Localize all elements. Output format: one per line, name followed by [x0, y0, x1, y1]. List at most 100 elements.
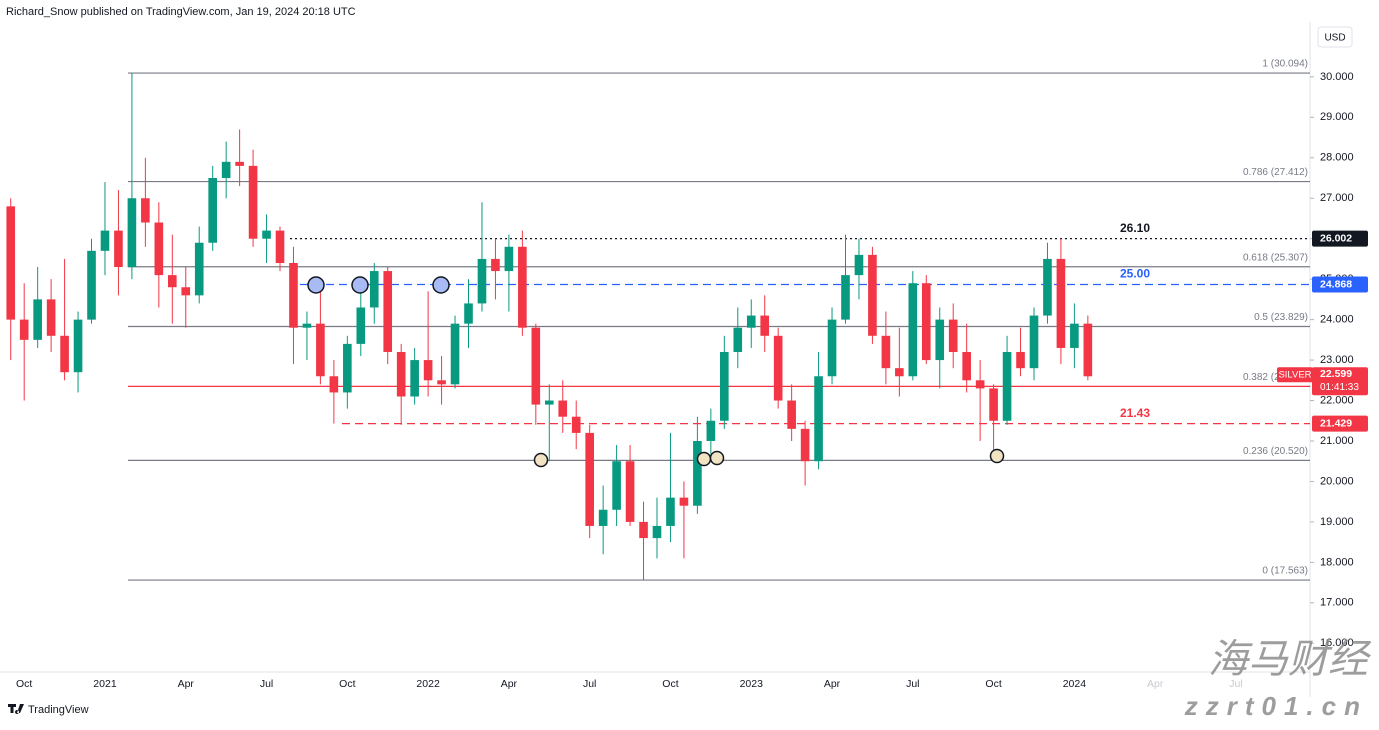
candle-body	[1083, 323, 1093, 377]
candle-body	[141, 198, 150, 223]
level-text: 26.10	[1120, 221, 1150, 235]
x-tick-label: Oct	[662, 678, 678, 690]
fib-label: 0 (17.563)	[1262, 566, 1308, 577]
candle-body	[275, 230, 285, 263]
x-tick-label: Apr	[178, 678, 195, 690]
candle-body	[679, 497, 689, 506]
currency[interactable]: USD	[1324, 33, 1345, 44]
y-tick-label: 27.000	[1320, 192, 1354, 204]
y-tick-label: 30.000	[1320, 71, 1354, 83]
candle-body	[504, 246, 514, 272]
x-tick-label: Oct	[339, 678, 355, 690]
price-tag	[1312, 415, 1368, 432]
candle-body	[127, 198, 137, 268]
x-tick-label: 2022	[416, 678, 440, 690]
candle-body	[935, 319, 945, 361]
x-tick-label: 2024	[1063, 678, 1087, 690]
header: Richard_Snow published on TradingView.co…	[6, 6, 356, 18]
candle-body	[396, 351, 406, 397]
marker	[307, 276, 325, 294]
candle-body	[100, 230, 110, 251]
candle-body	[423, 360, 433, 381]
marker	[432, 276, 450, 294]
x-tick-label: 2023	[740, 678, 764, 690]
candle-body	[369, 271, 379, 308]
candle-body	[760, 315, 770, 336]
candle-body	[800, 428, 810, 462]
currency-box[interactable]	[1317, 26, 1353, 48]
candle-body	[571, 416, 581, 433]
candle-body	[19, 319, 29, 340]
y-tick-label: 23.000	[1320, 354, 1354, 366]
last-price-tag	[1312, 367, 1368, 396]
marker	[533, 452, 549, 468]
fib-label: 1 (30.094)	[1262, 59, 1308, 70]
candle-body	[612, 461, 621, 510]
countdown: 01:41:33	[1320, 382, 1359, 393]
candle-body	[248, 165, 258, 239]
candle-body	[464, 303, 473, 324]
y-tick-label: 22.000	[1320, 394, 1354, 406]
candle-body	[518, 246, 527, 328]
series-name-tag	[1277, 367, 1313, 383]
last-price: 22.599	[1320, 368, 1352, 380]
candle-body	[1016, 351, 1025, 369]
x-tick-label: Jul	[906, 678, 919, 690]
y-tick-label: 18.000	[1320, 556, 1354, 568]
level-text: 21.43	[1120, 406, 1150, 420]
y-tick-label: 20.000	[1320, 475, 1354, 487]
candle-body	[895, 368, 904, 377]
series-name: SILVER	[1278, 369, 1311, 380]
candle-body	[652, 525, 662, 539]
fib-label: 0.786 (27.412)	[1243, 167, 1308, 178]
candle-body	[1002, 351, 1012, 421]
x-tick-label: Oct	[16, 678, 32, 690]
x-tick-label: 2021	[93, 678, 117, 690]
price-tag	[1312, 230, 1368, 247]
brand: TradingView	[28, 704, 89, 716]
candle-body	[1029, 315, 1039, 369]
candle-body	[477, 258, 487, 304]
candle-body	[854, 254, 864, 276]
y-tick-label: 19.000	[1320, 516, 1354, 528]
candle-body	[60, 335, 69, 373]
candle-body	[733, 327, 743, 352]
candle-body	[908, 283, 918, 377]
candle-body	[962, 351, 971, 381]
marker	[709, 450, 725, 466]
candle-body	[558, 400, 568, 417]
watermark: 海马财经	[1208, 638, 1372, 682]
marker	[989, 448, 1005, 464]
x-tick-label: Apr	[1147, 678, 1164, 690]
fib-label: 0.618 (25.307)	[1243, 252, 1308, 263]
price-tag-label: 26.002	[1320, 232, 1352, 244]
marker	[351, 276, 369, 294]
candle-body	[773, 335, 783, 401]
fib-label: 0.382 (22.350)	[1243, 372, 1308, 383]
y-tick-label: 16.000	[1320, 637, 1354, 649]
candle-body	[1043, 258, 1052, 316]
candle-body	[235, 161, 244, 166]
plot: 16.000 17.000 18.000 19.000 20.000 21.000 22.0…	[6, 59, 1368, 690]
candle-body	[1056, 258, 1066, 348]
x-tick-label: Apr	[824, 678, 841, 690]
candle-body	[989, 388, 998, 421]
candle-body	[167, 275, 177, 288]
candle-body	[208, 178, 217, 243]
fib-label: 0.236 (20.520)	[1243, 446, 1308, 457]
level-text: 25.00	[1120, 267, 1150, 281]
candle-body	[329, 376, 339, 393]
candle-body	[343, 343, 352, 393]
candle-body	[194, 242, 204, 296]
candle-body	[625, 461, 635, 522]
price-tag	[1312, 276, 1368, 293]
x-tick-label: Apr	[501, 678, 518, 690]
candle-body	[73, 319, 83, 373]
x-tick-label: Jul	[1229, 678, 1242, 690]
candle-body	[746, 315, 756, 328]
candle-body	[975, 380, 985, 389]
y-tick-label: 24.000	[1320, 314, 1354, 326]
candle-body	[881, 335, 891, 369]
candle-body	[154, 222, 164, 276]
